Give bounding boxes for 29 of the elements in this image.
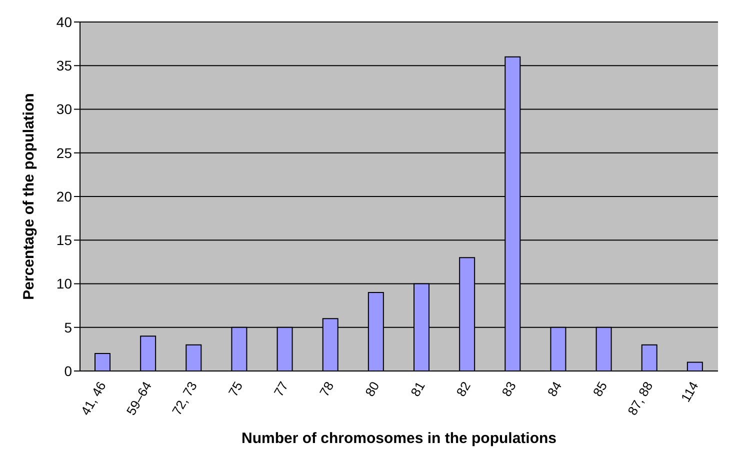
x-tick-label: 82 (453, 379, 474, 400)
y-axis-title: Percentage of the population (20, 93, 38, 300)
y-tick-label: 20 (56, 188, 72, 204)
y-tick-label: 15 (56, 232, 72, 248)
x-tick-label: 77 (270, 379, 292, 400)
y-tick-label: 5 (64, 319, 72, 336)
y-tick-label: 30 (56, 101, 72, 118)
bar (94, 353, 110, 371)
x-tick-label: 72, 73 (168, 379, 200, 418)
y-tick-label: 10 (56, 276, 72, 292)
x-tick-label: 84 (544, 379, 565, 400)
bar (686, 362, 703, 371)
x-tick-label: 78 (316, 379, 337, 400)
x-axis-title: Number of chromosomes in the populations (241, 430, 557, 447)
y-tick-label: 40 (56, 14, 72, 30)
x-tick-label: 41, 46 (78, 379, 109, 418)
x-tick-label: 114 (678, 379, 702, 404)
x-tick-label: 85 (590, 379, 610, 400)
y-tick-label: 0 (64, 362, 72, 379)
x-tick-label: 75 (225, 379, 246, 400)
x-tick-label: 83 (498, 379, 519, 400)
x-tick-label: 80 (362, 379, 382, 400)
bar (641, 344, 658, 371)
bar (140, 336, 156, 371)
x-tick-label: 81 (408, 379, 428, 400)
bar (186, 344, 202, 371)
y-tick-label: 35 (56, 58, 72, 74)
x-tick-label: 87, 88 (624, 379, 656, 418)
y-tick-label: 25 (56, 144, 72, 161)
